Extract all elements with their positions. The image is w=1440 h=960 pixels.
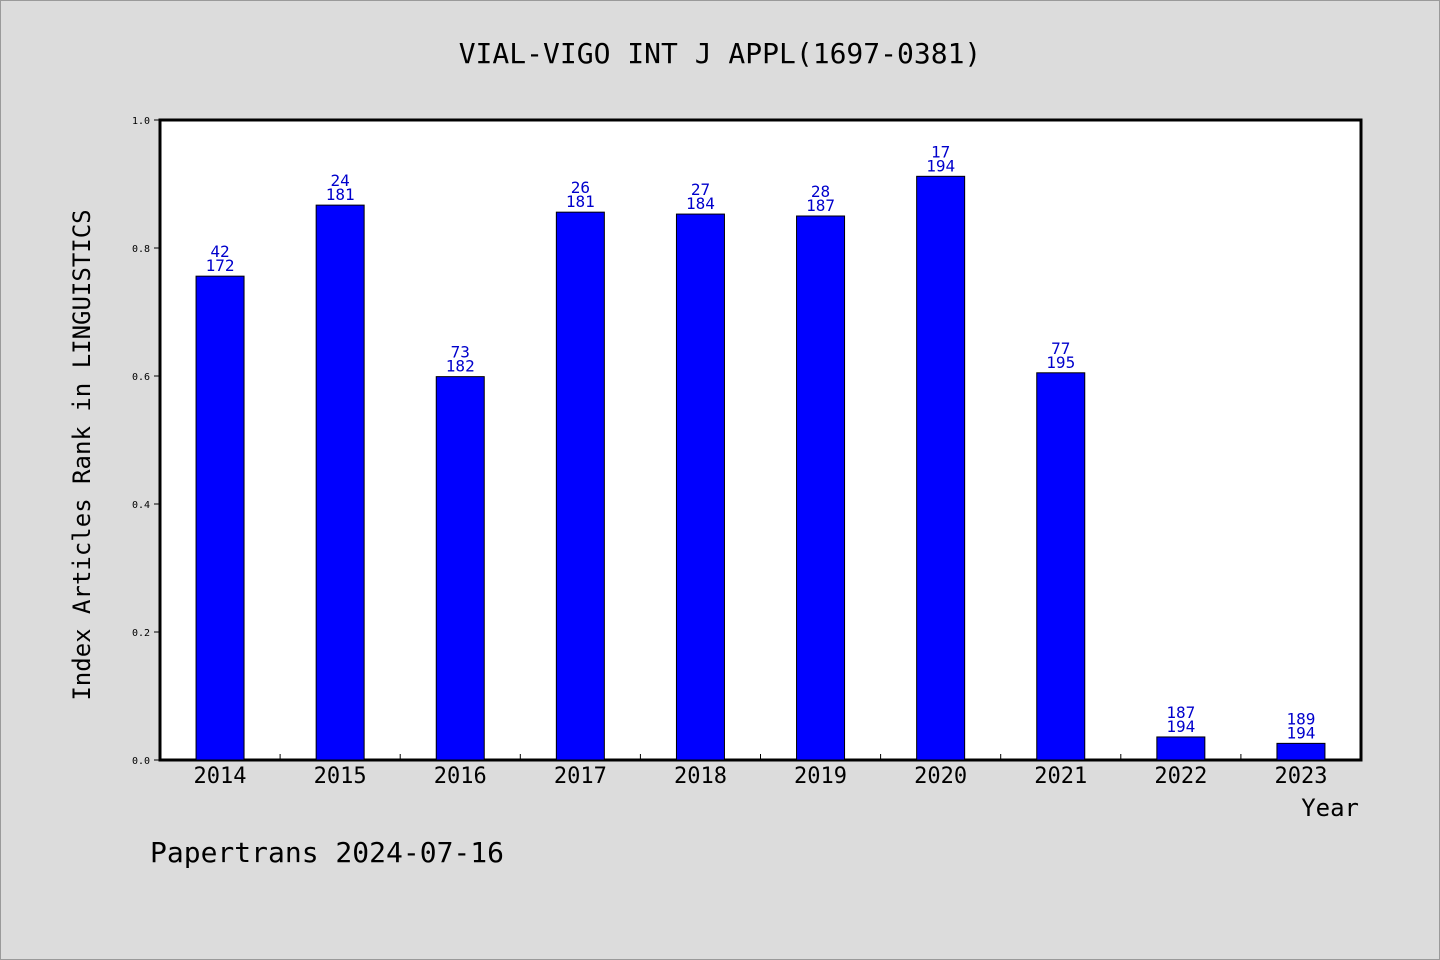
y-tick-label: 0.6 [132,372,150,383]
total-label-2023: 194 [1286,723,1315,742]
x-tick-label-2017: 2017 [554,764,607,789]
y-axis-label: Index Articles Rank in LINGUISTICS [68,209,96,700]
total-label-2020: 194 [926,156,955,175]
rank-label-2015: 24 [331,171,350,190]
bar-2021 [1036,372,1086,761]
y-tick-label: 1.0 [132,116,150,127]
bars-group: 4217224181731822618127184281871719477195… [195,142,1326,761]
y-tick-label: 0.8 [132,244,150,255]
total-label-2015: 181 [326,185,355,204]
x-tick-label-2020: 2020 [914,764,967,789]
x-axis-ticks: 2014 2015 2016 2017 2018 2019 2020 2021 2022 2023 [194,754,1327,789]
total-label-2017: 181 [566,192,595,211]
rank-label-2019: 28 [811,182,830,201]
bar-2014 [195,275,245,761]
x-tick-label-2023: 2023 [1274,764,1327,789]
bar-2016 [435,376,485,761]
x-tick-label-2022: 2022 [1154,764,1207,789]
rank-label-2023: 189 [1286,709,1315,728]
bar-2015 [315,204,365,761]
x-tick-label-2021: 2021 [1034,764,1087,789]
x-axis-label: Year [1301,794,1359,822]
bar-2018 [675,213,725,761]
x-tick-label-2014: 2014 [194,764,247,789]
y-tick-label: 0.4 [132,500,150,511]
x-tick-label-2019: 2019 [794,764,847,789]
rank-label-2022: 187 [1166,703,1195,722]
bar-2017 [555,211,605,761]
total-label-2019: 187 [806,196,835,215]
rank-label-2014: 42 [210,242,229,261]
y-tick-label: 0.2 [132,628,150,639]
total-label-2018: 184 [686,194,715,213]
y-axis-ticks: 0.0 0.2 0.4 0.6 0.8 1.0 [132,116,160,767]
x-tick-label-2018: 2018 [674,764,727,789]
rank-label-2017: 26 [571,178,590,197]
bar-2020 [916,175,966,761]
x-tick-label-2015: 2015 [314,764,367,789]
rank-label-2020: 17 [931,142,950,161]
total-label-2016: 182 [446,357,475,376]
rank-label-2016: 73 [451,343,470,362]
rank-label-2018: 27 [691,180,710,199]
bar-2022 [1156,736,1206,761]
y-tick-label: 0.0 [132,756,150,767]
x-tick-label-2016: 2016 [434,764,487,789]
bar-2019 [796,215,846,761]
footer-text: Papertrans 2024-07-16 [150,836,504,869]
total-label-2014: 172 [206,256,235,275]
bar-2023 [1276,742,1326,761]
rank-label-2021: 77 [1051,339,1070,358]
total-label-2022: 194 [1166,717,1195,736]
total-label-2021: 195 [1046,353,1075,372]
chart-title: VIAL-VIGO INT J APPL(1697-0381) [459,37,982,70]
